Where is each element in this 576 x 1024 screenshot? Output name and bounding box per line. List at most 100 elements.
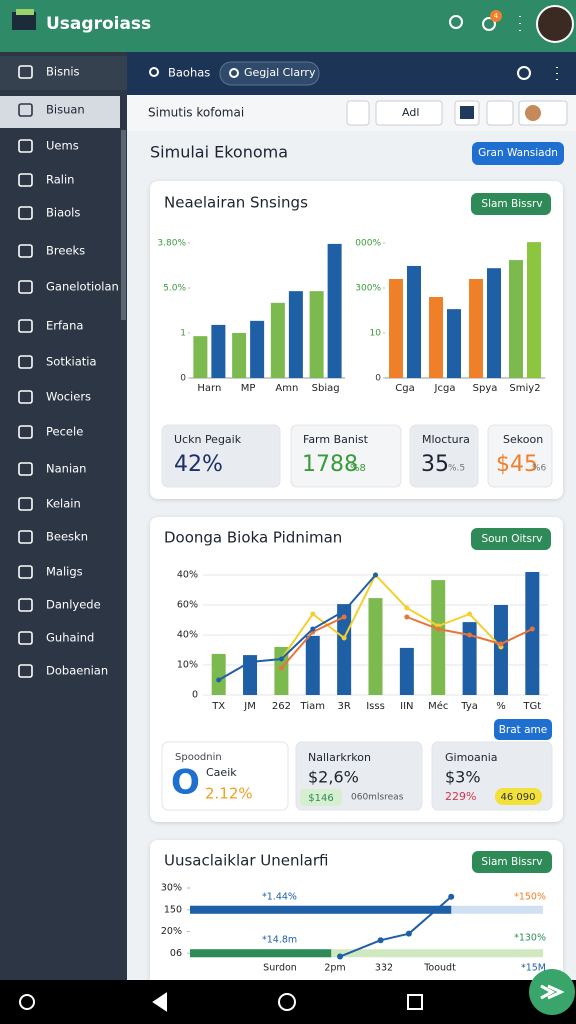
y-tick-label: 30% [161, 883, 182, 894]
bar [389, 279, 403, 378]
point [435, 626, 441, 632]
card-button[interactable] [471, 193, 551, 215]
sidebar-item[interactable]: Bisuan [46, 103, 85, 117]
bar [527, 242, 541, 378]
nav-icons[interactable] [19, 992, 423, 1012]
sidebar-icon [18, 103, 33, 117]
kpi-text: O [171, 763, 200, 803]
kpi-text: Uckn Pegaik [174, 433, 242, 446]
x-tick-label: Isss [366, 701, 385, 712]
sidebar-item[interactable]: Maligs [46, 565, 83, 579]
sidebar-icon [18, 280, 33, 294]
sidebar-item[interactable]: Kelain [46, 497, 81, 511]
y-tick-label: 40% [177, 630, 198, 641]
y-tick-label: 0 [192, 690, 198, 701]
kpi-text: $45 [496, 452, 538, 477]
line [280, 573, 502, 660]
kpi-boxes [161, 424, 553, 488]
bar [493, 605, 508, 695]
sidebar-item[interactable]: Nanian [46, 462, 86, 476]
sidebar-item[interactable]: Dobaenian [46, 664, 108, 678]
sidebar-icon [18, 598, 33, 612]
sidebar-item[interactable]: Sotkiatia [46, 355, 97, 369]
y-tick-label: 300% [355, 284, 381, 294]
badge [490, 10, 502, 22]
sidebar-item[interactable]: Breeks [46, 244, 85, 258]
bar [525, 572, 540, 695]
point [498, 641, 504, 647]
point [341, 608, 347, 614]
kpi-text: %.5 [448, 464, 465, 474]
bar [309, 291, 324, 378]
sidebar-icon [18, 139, 33, 153]
sidebar-item[interactable]: Ralin [46, 173, 74, 187]
bar [305, 635, 320, 695]
card-button[interactable] [471, 528, 551, 550]
avatar[interactable] [536, 5, 574, 43]
sidebar-item[interactable]: Wociers [46, 390, 91, 404]
sidebar-item[interactable]: Erfana [46, 319, 83, 333]
y-tick-label: 06 [170, 948, 182, 959]
kpi-text: 1788 [302, 452, 358, 477]
fab-icon [540, 984, 565, 1000]
button-label: Gran Wansiadn [478, 147, 558, 159]
x-tick-label: IIN [400, 701, 413, 712]
x-tick-label: % [496, 701, 506, 712]
x-tick-label: Harn [197, 383, 221, 394]
x-tick-label: Spya [473, 383, 498, 394]
bar [190, 905, 452, 914]
kpi-text: Caeik [206, 766, 237, 779]
bar [407, 265, 421, 378]
card-title: Uusaclaiklar Unenlarfi [164, 852, 328, 870]
x-tick-label: Surdon [263, 963, 297, 974]
sidebar-icon [18, 497, 33, 511]
card-title: Doonga Bioka Pidniman [164, 529, 342, 547]
line [339, 895, 452, 958]
sidebar-icon [18, 319, 33, 333]
sidebar-selected [0, 96, 120, 128]
action-button[interactable] [494, 719, 552, 740]
point [278, 665, 284, 671]
app-bar-icons[interactable] [449, 15, 521, 31]
y-tick-label: 3.80% [157, 239, 186, 249]
page-button[interactable] [472, 142, 564, 165]
button-label: Brat ame [499, 724, 548, 736]
bar [250, 320, 265, 378]
sidebar-item[interactable]: Biaols [46, 206, 80, 220]
sidebar-icon [18, 65, 33, 79]
bar [487, 268, 501, 378]
sidebar-icon [18, 530, 33, 544]
button-label: Soun Oitsrv [481, 533, 542, 545]
y-tick-label: 150 [164, 904, 182, 915]
sidebar-item[interactable]: Beeskn [46, 530, 88, 544]
x-tick-label: Cga [395, 383, 414, 394]
search-pill[interactable] [219, 61, 320, 86]
bar [431, 580, 446, 695]
chip [300, 789, 342, 806]
kpi-text: $2,6% [308, 768, 359, 787]
card-button[interactable] [472, 851, 552, 873]
bar [509, 260, 523, 378]
sidebar-item[interactable]: Pecele [46, 425, 83, 439]
top-bar-icons[interactable] [149, 66, 558, 80]
x-tick-label: 262 [272, 701, 291, 712]
x-tick-label: Smiy2 [509, 383, 540, 394]
sidebar-item[interactable]: Uems [46, 139, 79, 153]
bar [337, 604, 352, 695]
x-tick-label: Jcga [434, 383, 456, 394]
kpi-text: 46 090 [501, 792, 536, 803]
x-tick-label: MP [241, 383, 256, 394]
annotation: *1.44% [262, 892, 297, 903]
sidebar-item[interactable]: Danlyede [46, 598, 101, 612]
bar [368, 598, 383, 695]
point [405, 930, 412, 937]
sidebar-item[interactable]: Bisnis [46, 65, 80, 79]
point [310, 611, 316, 617]
kpi-text: %8 [350, 463, 366, 474]
sidebar-item[interactable]: Ganelotiolan [46, 280, 119, 294]
bar [211, 653, 226, 695]
sidebar-item[interactable]: Guhaind [46, 631, 94, 645]
sidebar-icon [18, 565, 33, 579]
y-tick-label: 20% [161, 926, 182, 937]
